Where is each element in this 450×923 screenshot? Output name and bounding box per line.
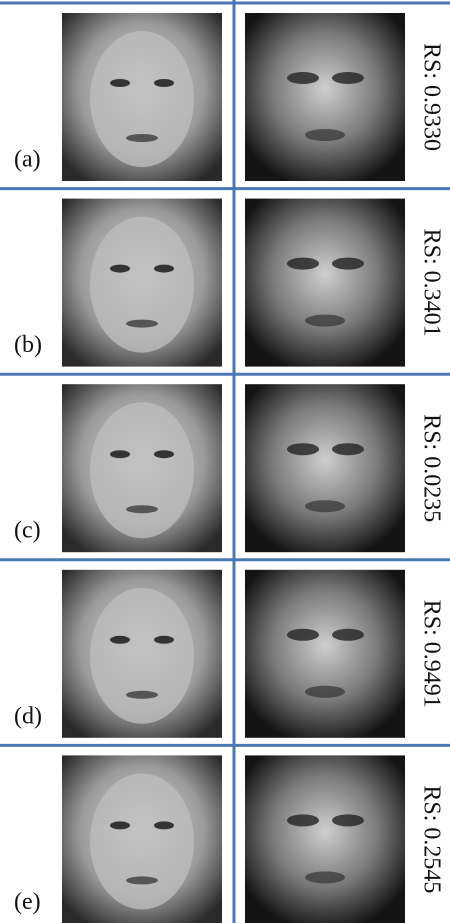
eye	[332, 72, 364, 84]
panel-label: (c)	[14, 518, 41, 544]
mouth	[305, 315, 345, 327]
panel-label: (b)	[14, 332, 42, 358]
eye	[110, 821, 130, 829]
score-label: RS: 0.2545	[418, 785, 444, 893]
face-shape	[90, 588, 194, 724]
mouth	[305, 500, 345, 512]
mouth	[305, 686, 345, 698]
face-reconstruction	[245, 384, 405, 552]
panel-label: (d)	[14, 703, 42, 729]
eye	[154, 450, 174, 458]
panel-label: (e)	[14, 889, 41, 915]
eye	[154, 636, 174, 644]
mouth	[305, 871, 345, 883]
face-reconstruction	[245, 570, 405, 738]
eye	[110, 636, 130, 644]
eye	[287, 72, 319, 84]
face-reconstruction	[245, 13, 405, 181]
eye	[110, 450, 130, 458]
eye	[332, 443, 364, 455]
eye	[110, 265, 130, 273]
eye	[154, 821, 174, 829]
figure: (a) RS: 0.9330 (b) RS: 0.3401 (c) RS: 0.0235 (…	[0, 0, 450, 923]
eye	[332, 629, 364, 641]
eye	[154, 79, 174, 87]
eye	[110, 79, 130, 87]
mouth	[126, 134, 158, 142]
face-shape	[90, 31, 194, 167]
mouth	[305, 129, 345, 141]
eye	[287, 629, 319, 641]
score-label: RS: 0.9330	[418, 43, 444, 151]
score-label: RS: 0.0235	[418, 414, 444, 522]
mouth	[126, 876, 158, 884]
eye	[287, 443, 319, 455]
face-shape	[90, 773, 194, 909]
eye	[154, 265, 174, 273]
eye	[287, 258, 319, 270]
eye	[332, 258, 364, 270]
panel-label: (a)	[14, 147, 41, 173]
face-reconstruction	[245, 755, 405, 923]
mouth	[126, 691, 158, 699]
score-label: RS: 0.3401	[418, 229, 444, 337]
face-shape	[90, 217, 194, 353]
mouth	[126, 505, 158, 513]
mouth	[126, 320, 158, 328]
face-shape	[90, 402, 194, 538]
face-reconstruction	[245, 199, 405, 367]
eye	[287, 814, 319, 826]
score-label: RS: 0.9491	[418, 600, 444, 708]
eye	[332, 814, 364, 826]
